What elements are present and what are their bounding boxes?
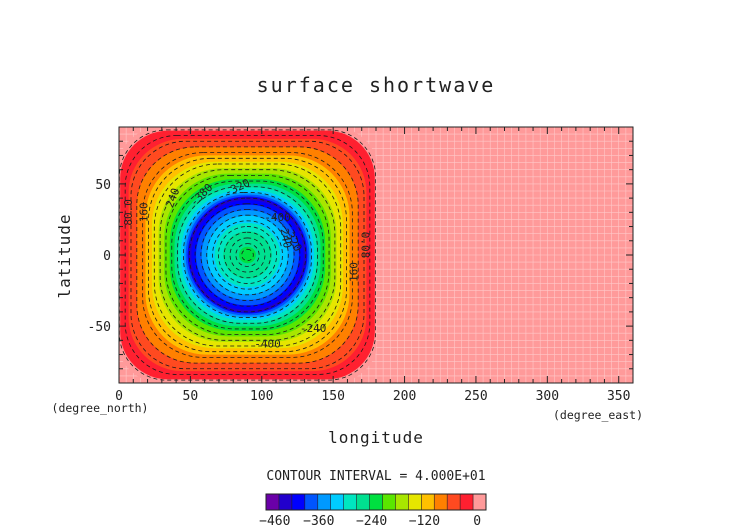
x-axis-label: longitude: [328, 428, 424, 447]
colorbar-frame: [265, 493, 487, 511]
x-axis-units: (degree_east): [553, 408, 643, 422]
colorbar-swatch: [382, 494, 396, 510]
y-tick-label: 50: [95, 178, 111, 193]
contour-line: [200, 209, 295, 301]
colorbar-swatch: [304, 494, 318, 510]
colorbar: [265, 493, 487, 511]
contour-line: [148, 157, 347, 353]
colorbar-swatch: [343, 494, 357, 510]
colorbar-swatch: [421, 494, 435, 510]
contour-label: 80.0: [122, 199, 135, 226]
x-tick-label: 350: [607, 389, 630, 404]
axis-ticks: [118, 126, 634, 384]
contour-line: [130, 140, 365, 370]
x-tick-label: 300: [536, 389, 559, 404]
contour-line: [212, 220, 283, 290]
y-tick-label: 0: [103, 249, 111, 264]
x-tick-labels: 0 50 100 150 200 250 300 350: [115, 389, 630, 404]
filled-contours: [119, 127, 376, 383]
colorbar-swatch: [395, 494, 409, 510]
contour-line: [223, 231, 272, 279]
colorbar-swatch: [266, 494, 280, 510]
colorbar-swatch: [447, 494, 461, 510]
contour-label: 240: [163, 186, 182, 209]
contour-line: [188, 197, 307, 313]
contour-line: [241, 248, 254, 262]
colorbar-swatch: [278, 494, 293, 510]
colorbar-swatch: [291, 494, 306, 510]
contour-interval-label: CONTOUR INTERVAL = 4.000E+01: [266, 469, 485, 484]
x-tick-label: 250: [464, 389, 487, 404]
x-tick-label: 50: [183, 389, 199, 404]
contour-label: -240: [300, 322, 327, 335]
contour-label: -400: [264, 211, 291, 224]
contour-label: 160: [348, 262, 361, 282]
colorbar-tick-label: −240: [356, 514, 387, 529]
colorbar-tick-label: 0: [473, 514, 481, 529]
x-tick-label: 150: [321, 389, 344, 404]
colorbar-swatch: [460, 494, 474, 510]
x-tick-label: 200: [393, 389, 416, 404]
contour-line: [217, 226, 278, 284]
contour-line: [235, 243, 260, 267]
contour-line: [194, 203, 301, 307]
contour-line: [177, 186, 318, 324]
contour-line: [206, 214, 289, 296]
contour-line: [183, 192, 312, 318]
contour-line: [136, 146, 359, 364]
contour-lines: [119, 129, 376, 381]
colorbar-tick-label: −360: [303, 514, 334, 529]
chart-title: surface shortwave: [257, 73, 496, 97]
y-tick-label: -50: [88, 320, 111, 335]
x-tick-label: 100: [250, 389, 273, 404]
contour-line: [229, 237, 266, 273]
colorbar-swatch: [434, 494, 448, 510]
contour-band: [246, 254, 249, 256]
contour-line: [153, 163, 342, 347]
colorbar-swatch: [473, 494, 487, 510]
contour-label: -400: [254, 338, 281, 351]
colorbar-swatch: [356, 494, 370, 510]
contour-line: [165, 174, 330, 336]
colorbar-tick-label: −460: [259, 514, 290, 529]
colorbar-swatch: [317, 494, 331, 510]
y-axis-units: (degree_north): [52, 401, 149, 415]
colorbar-tick-labels: −460 −360 −240 −120 0: [259, 514, 481, 529]
contour-label: 0.08: [359, 232, 372, 258]
contour-line: [142, 152, 353, 358]
y-axis-label: latitude: [55, 213, 74, 298]
y-tick-labels: -50 0 50: [88, 178, 111, 335]
colorbar-swatch: [408, 494, 422, 510]
colorbar-swatch: [330, 494, 344, 510]
contour-label: -240: [276, 221, 293, 249]
colorbar-swatch: [369, 494, 383, 510]
contour-label: 160: [138, 202, 151, 222]
x-tick-label: 0: [115, 389, 123, 404]
colorbar-tick-label: −120: [409, 514, 440, 529]
contour-line: [171, 180, 324, 330]
contour-line: [159, 169, 336, 341]
